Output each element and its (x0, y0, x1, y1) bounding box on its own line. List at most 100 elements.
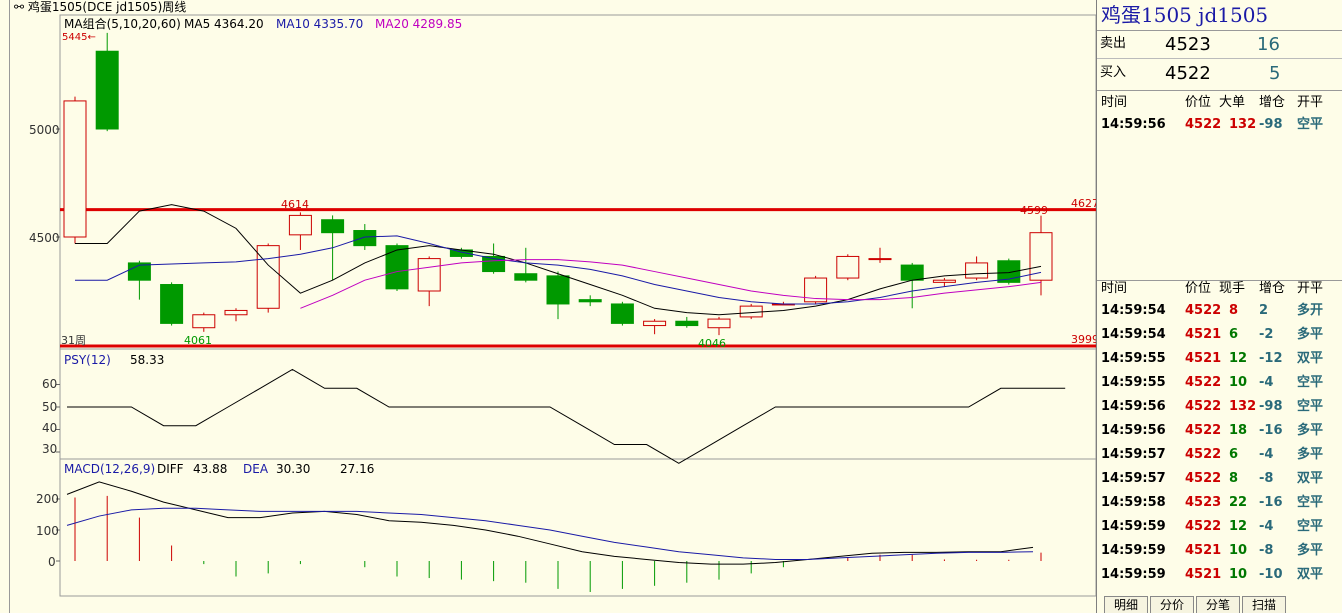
candle-body (643, 320, 667, 327)
buy-volume: 5 (1269, 63, 1281, 84)
tick-time: 14:59:54 (1101, 303, 1166, 318)
tick-oi-change: 2 (1259, 303, 1269, 318)
tick-time: 14:59:56 (1101, 423, 1166, 438)
divider (1097, 58, 1342, 59)
tick-oi-change: -2 (1259, 327, 1274, 342)
candle-body (514, 273, 538, 281)
tick-time: 14:59:59 (1101, 567, 1166, 582)
ma10-label: MA10 4335.70 (276, 17, 364, 31)
candle-body (675, 320, 699, 327)
dea-label: DEA (243, 462, 269, 476)
tick-volume: 132 (1229, 117, 1257, 132)
table-header: 时间 (1101, 95, 1128, 110)
tick-time: 14:59:57 (1101, 471, 1166, 486)
tick-oi-change: -4 (1259, 447, 1274, 462)
tick-time: 14:59:56 (1101, 399, 1166, 414)
table-header: 增仓 (1259, 281, 1286, 296)
tick-volume: 6 (1229, 327, 1239, 342)
macd-y-200: 200 (36, 492, 59, 506)
table-header: 大单 (1219, 95, 1246, 110)
psy-y-50: 50 (42, 400, 58, 414)
candle-body (353, 230, 377, 247)
divider (1097, 30, 1342, 31)
tick-price: 4522 (1185, 447, 1222, 462)
window-title: ⚯ 鸡蛋1505(DCE jd1505)周线 (14, 0, 186, 14)
candle-body (868, 258, 892, 261)
candle-body (192, 314, 216, 329)
candle-body (288, 214, 312, 236)
tick-oi-change: -16 (1259, 495, 1283, 510)
tick-type: 空平 (1297, 495, 1324, 510)
tick-volume: 8 (1229, 303, 1239, 318)
diff-label: DIFF (157, 462, 184, 476)
tick-oi-change: -4 (1259, 375, 1274, 390)
tick-type: 多平 (1297, 327, 1324, 342)
y-label-5000: 5000 (29, 123, 60, 137)
macd-pane-frame (59, 458, 1096, 597)
tick-table[interactable]: 时间 价位 现手 增仓 开平 14:59:54 4522 8 2 多开 14:59:54 4521 6 -… (1097, 281, 1342, 591)
candle-body (965, 262, 989, 279)
candle-body (900, 264, 924, 281)
ma10-line (75, 235, 1042, 305)
tab-3[interactable]: 扫描 (1242, 596, 1286, 613)
divider (1097, 280, 1342, 281)
table-header: 开平 (1297, 281, 1324, 296)
candle-body (1029, 232, 1053, 281)
tick-oi-change: -10 (1259, 567, 1283, 582)
ma5-label: MA5 4364.20 (184, 17, 264, 31)
table-header: 开平 (1297, 95, 1324, 110)
tick-price: 4522 (1185, 399, 1222, 414)
tick-oi-change: -8 (1259, 471, 1274, 486)
tick-volume: 22 (1229, 495, 1248, 510)
candle-body (385, 245, 409, 290)
tick-type: 多平 (1297, 423, 1324, 438)
tick-volume: 6 (1229, 447, 1239, 462)
candle-body (63, 100, 87, 238)
candle-body (997, 260, 1021, 283)
tick-time: 14:59:57 (1101, 447, 1166, 462)
quote-panel: 鸡蛋1505 jd1505 卖出 4523 16 买入 4522 5 时间 价位大… (1096, 0, 1342, 613)
psy-pane-frame (59, 348, 1096, 460)
tick-type: 空平 (1297, 399, 1324, 414)
annotation-4627: 4627 (1071, 197, 1099, 210)
psy-value: 58.33 (130, 353, 165, 367)
dea-line (66, 507, 1034, 560)
ma20-line (300, 259, 1042, 309)
tick-time: 14:59:58 (1101, 495, 1166, 510)
tab-1[interactable]: 分价 (1150, 596, 1194, 613)
tick-type: 空平 (1297, 375, 1324, 390)
tick-volume: 10 (1229, 375, 1248, 390)
candle-body (417, 258, 441, 292)
psy-y-40: 40 (42, 421, 58, 435)
macd-y-100: 100 (36, 524, 59, 538)
tick-type: 双平 (1297, 351, 1324, 366)
tick-type: 空平 (1297, 117, 1324, 132)
quote-title: 鸡蛋1505 jd1505 (1101, 3, 1269, 27)
tick-price: 4521 (1185, 327, 1222, 342)
ma20-label: MA20 4289.85 (375, 17, 463, 31)
tick-price: 4522 (1185, 117, 1222, 132)
big-order-table: 时间 价位 大单 增仓 开平 14:59:56 4522 132 -98 空平 (1097, 94, 1342, 134)
candle-body (610, 303, 634, 324)
tick-time: 14:59:59 (1101, 543, 1166, 558)
tick-oi-change: -4 (1259, 519, 1274, 534)
tick-price: 4522 (1185, 519, 1222, 534)
diff-line (66, 481, 1034, 565)
tick-oi-change: -12 (1259, 351, 1283, 366)
tick-volume: 132 (1229, 399, 1257, 414)
candle-body (804, 277, 828, 303)
psy-y-30: 30 (42, 442, 58, 456)
price-pane-frame (59, 14, 1096, 350)
tick-type: 多平 (1297, 543, 1324, 558)
ma-group-label: MA组合(5,10,20,60) (64, 17, 181, 31)
psy-label: PSY(12) (64, 353, 111, 367)
candle-body (546, 275, 570, 305)
tab-0[interactable]: 明细 (1104, 596, 1148, 613)
candle-body (95, 50, 119, 130)
chart-area[interactable] (0, 0, 1096, 613)
tick-type: 双平 (1297, 471, 1324, 486)
high-marker: 5445← (62, 32, 96, 43)
table-header: 现手 (1219, 281, 1246, 296)
tab-2[interactable]: 分笔 (1196, 596, 1240, 613)
tick-oi-change: -16 (1259, 423, 1283, 438)
